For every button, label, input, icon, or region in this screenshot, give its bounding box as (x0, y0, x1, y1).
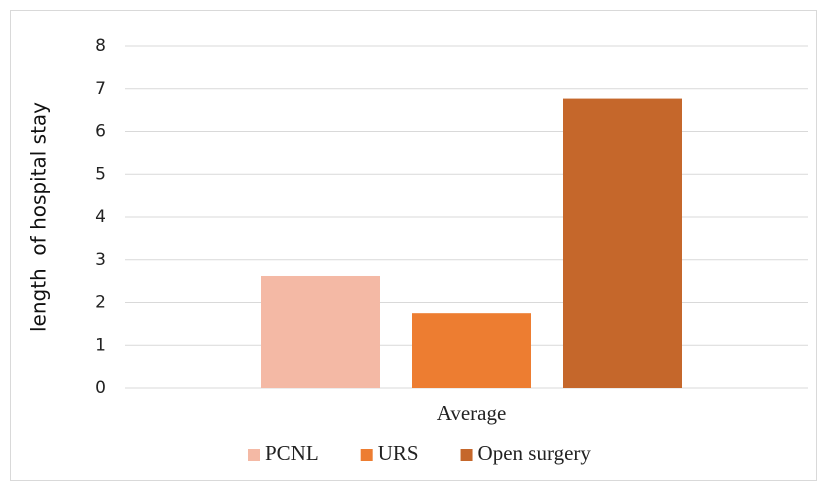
x-tick-label: Average (437, 401, 507, 425)
y-tick-label: 8 (95, 36, 106, 56)
y-tick-label: 3 (95, 250, 106, 270)
y-tick-label: 4 (95, 207, 106, 227)
legend-label: Open surgery (478, 441, 592, 465)
legend-swatch (460, 449, 473, 461)
legend-swatch (248, 449, 260, 461)
legend-label: URS (378, 441, 419, 465)
y-axis-label: length of hospital stay (27, 102, 51, 332)
y-tick-label: 6 (95, 122, 106, 142)
y-tick-label: 5 (95, 164, 106, 184)
y-tick-label: 1 (95, 335, 106, 355)
legend-swatch (360, 449, 373, 461)
y-tick-label: 0 (95, 378, 106, 398)
y-tick-label: 7 (95, 79, 106, 99)
chart-border (10, 10, 817, 481)
bar (563, 98, 682, 389)
legend-label: PCNL (265, 441, 319, 465)
bar (412, 313, 531, 388)
bar (261, 275, 380, 388)
y-tick-label: 2 (95, 293, 106, 313)
